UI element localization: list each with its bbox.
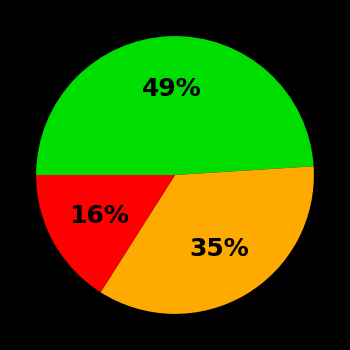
Wedge shape <box>36 36 314 175</box>
Wedge shape <box>100 166 314 314</box>
Text: 16%: 16% <box>70 204 130 229</box>
Text: 35%: 35% <box>189 237 249 261</box>
Wedge shape <box>36 175 175 292</box>
Text: 49%: 49% <box>142 77 202 101</box>
